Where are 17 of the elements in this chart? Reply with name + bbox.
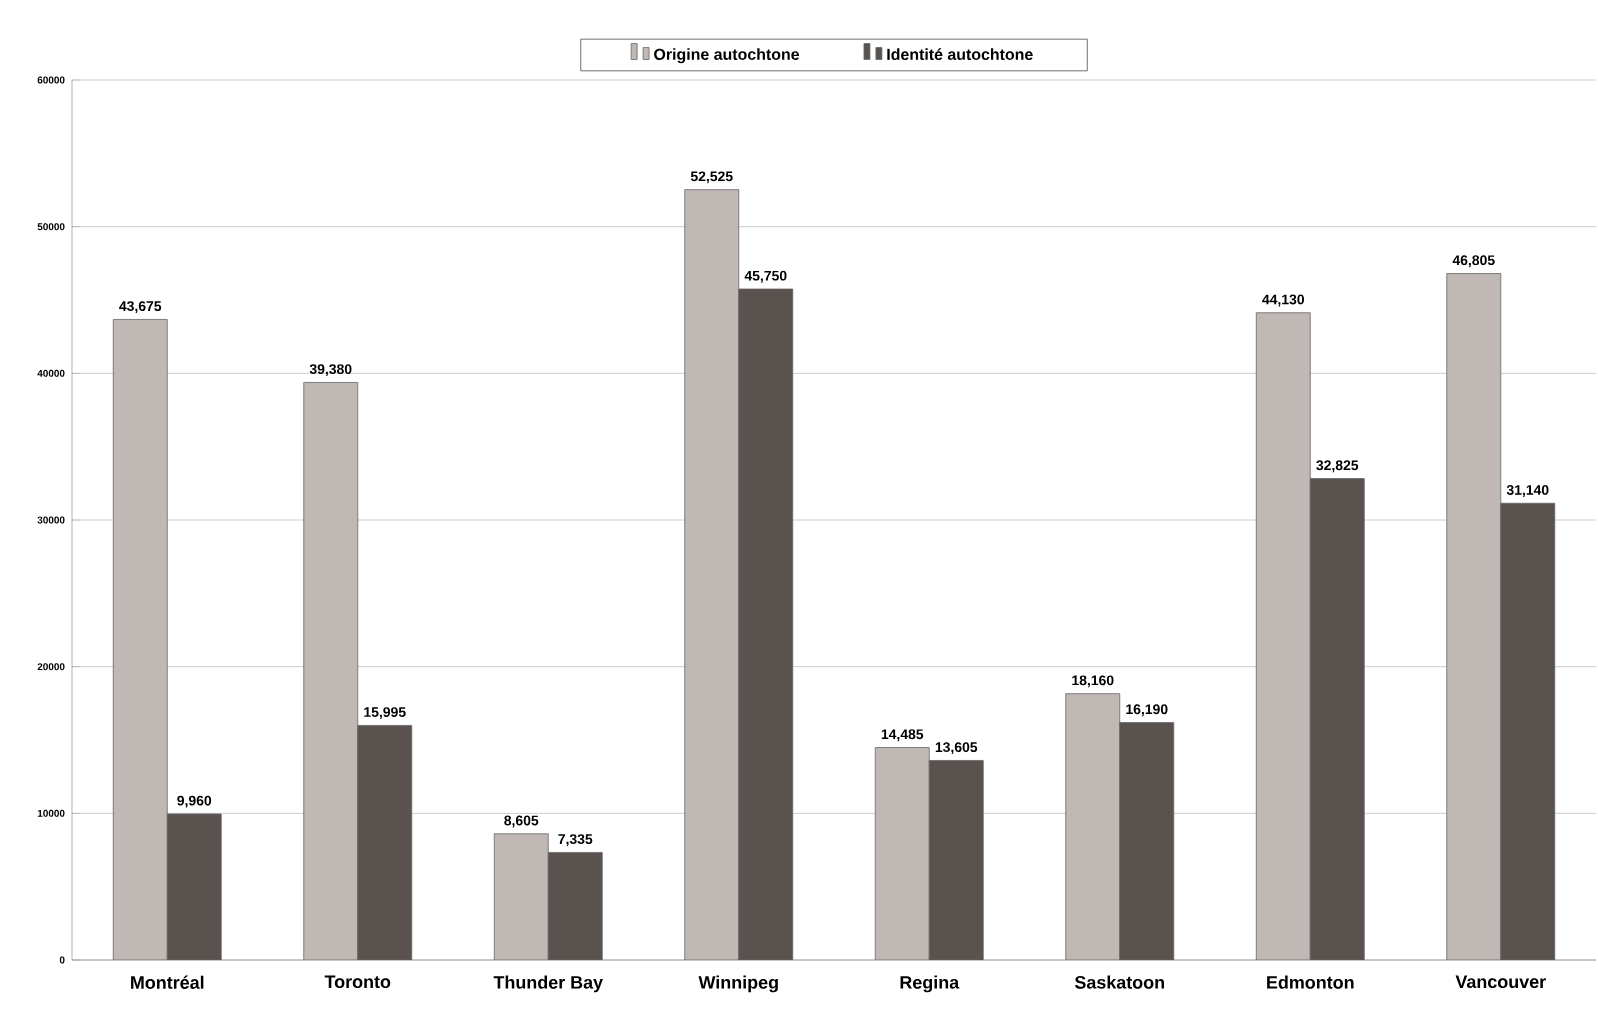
bar: [1309, 478, 1365, 960]
x-tick-label: Toronto: [324, 975, 391, 989]
bar: [738, 288, 794, 960]
bar: [1500, 502, 1556, 960]
bar: [547, 852, 603, 960]
x-tick-label: Winnipeg: [698, 975, 778, 993]
x-tick-label: Regina: [900, 975, 960, 993]
bar: [166, 813, 222, 960]
x-tick-label: Saskatoon: [1074, 975, 1164, 989]
bar: [928, 760, 984, 960]
bar: [1119, 722, 1175, 960]
x-tick-label: Vancouver: [1455, 975, 1546, 989]
x-tick-label: Thunder Bay: [493, 975, 603, 993]
bar: [493, 833, 549, 960]
x-tick-label: Edmonton: [1267, 975, 1354, 989]
x-tick-label: Montréal: [131, 975, 204, 989]
bar: [357, 725, 413, 960]
